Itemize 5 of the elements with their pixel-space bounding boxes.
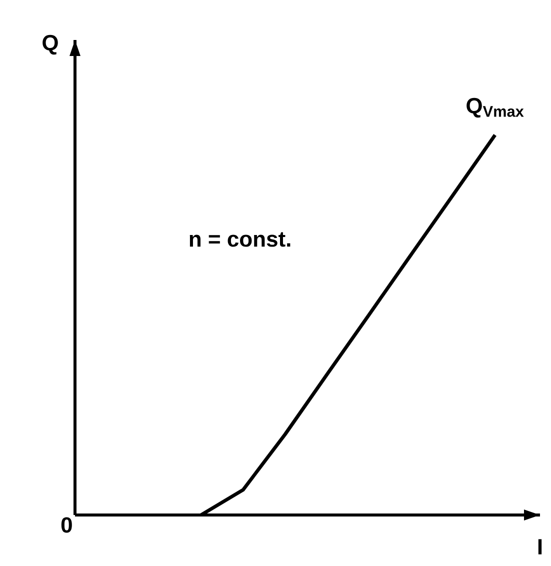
series-label: Q$_{Vmax}$	[466, 98, 524, 118]
annotation: n = const.	[190, 232, 290, 247]
x-axis-title: I	[538, 539, 542, 554]
text: 0	[61, 517, 72, 533]
y-axis-title: Q	[42, 34, 58, 55]
